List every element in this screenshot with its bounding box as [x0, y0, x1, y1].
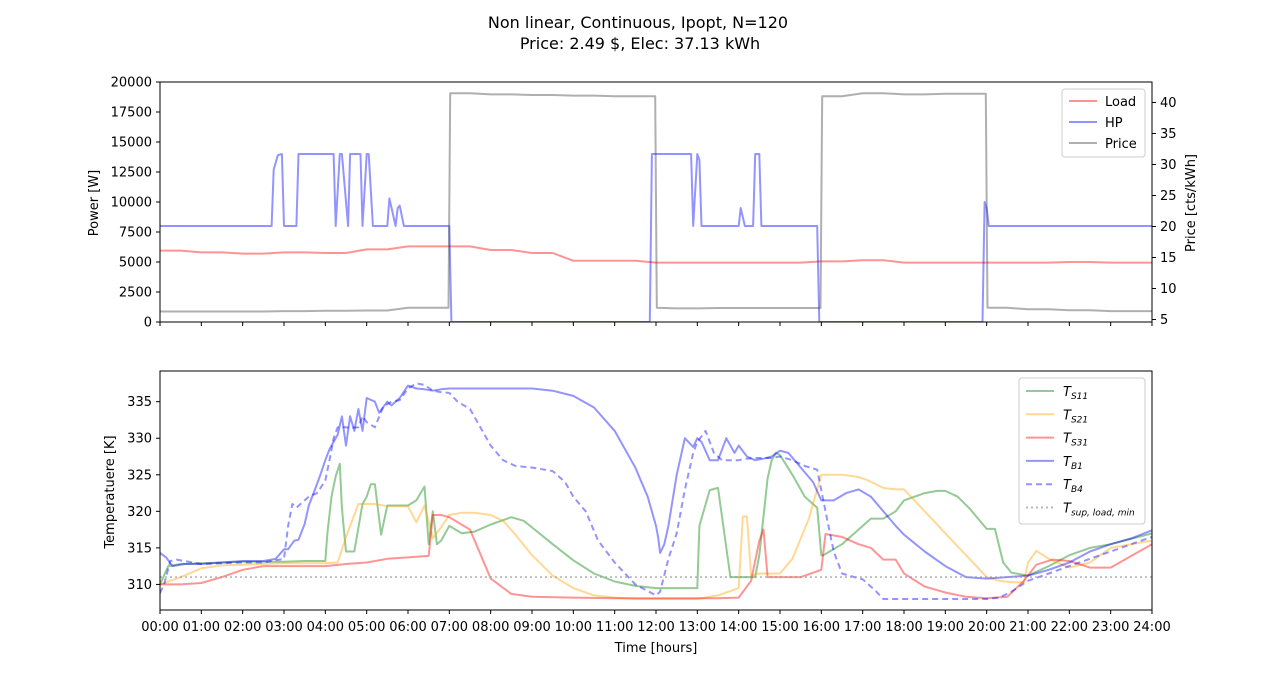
x-tick-label: 01:00	[183, 620, 220, 635]
top-y-tick-label: 12500	[111, 166, 152, 181]
top-y-axis-label: Power [W]	[87, 170, 102, 236]
top-legend: Load HP Price	[1061, 88, 1146, 158]
legend-label-main: T	[1063, 502, 1072, 517]
x-tick-label: 11:00	[596, 620, 633, 635]
top-y2-tick-label: 40	[1160, 96, 1177, 111]
x-tick-label: 22:00	[1051, 620, 1088, 635]
top-y2-tick-label: 5	[1160, 313, 1168, 328]
x-tick-label: 04:00	[307, 620, 344, 635]
x-tick-label: 05:00	[348, 620, 385, 635]
figure-title-line1: Non linear, Continuous, Ipopt, N=120	[488, 13, 788, 32]
x-tick-label: 18:00	[885, 620, 922, 635]
series-t-s21-line	[160, 473, 1152, 600]
legend-label-load: Load	[1105, 95, 1136, 110]
series-t-b4-line	[160, 382, 1152, 600]
figure-title-line2: Price: 2.49 $, Elec: 37.13 kWh	[520, 34, 760, 53]
legend-label-subscript: sup, load, min	[1071, 509, 1135, 519]
legend-label-t-s21: TS21	[1063, 408, 1088, 425]
legend-label-main: T	[1063, 432, 1072, 447]
x-tick-label: 12:00	[637, 620, 674, 635]
legend-label-t-b1: TB1	[1063, 455, 1083, 472]
series-t-s31-line	[160, 514, 1152, 600]
top-y2-tick-label: 25	[1160, 189, 1177, 204]
legend-label-subscript: B1	[1071, 462, 1083, 472]
series-load-line	[160, 245, 1152, 264]
bottom-y-tick-label: 315	[127, 541, 152, 556]
legend-label-subscript: S31	[1071, 439, 1088, 449]
series-hp-line	[160, 153, 1152, 322]
x-tick-label: 07:00	[431, 620, 468, 635]
legend-label-hp: HP	[1105, 116, 1123, 131]
legend-label-main: T	[1063, 385, 1072, 400]
top-y2-tick-label: 10	[1160, 282, 1177, 297]
legend-label-t-s11: TS11	[1063, 385, 1088, 402]
x-tick-label: 08:00	[472, 620, 509, 635]
top-y-tick-label: 15000	[111, 136, 152, 151]
legend-label-subscript: S21	[1071, 415, 1088, 425]
x-tick-label: 03:00	[265, 620, 302, 635]
top-y-tick-label: 7500	[119, 226, 152, 241]
x-tick-label: 21:00	[1009, 620, 1046, 635]
top-y2-tick-label: 30	[1160, 158, 1177, 173]
top-y2-tick-label: 15	[1160, 251, 1177, 266]
x-tick-label: 10:00	[555, 620, 592, 635]
top-legend-box	[1061, 88, 1146, 158]
top-y-tick-label: 5000	[119, 256, 152, 271]
bottom-y-tick-label: 320	[127, 505, 152, 520]
x-tick-label: 19:00	[927, 620, 964, 635]
series-t-s11-line	[160, 451, 1152, 590]
power-price-chart: 0 2500 5000 7500 10000 12500 15000 17500 20000 5 1…	[111, 76, 1177, 331]
legend-label-main: T	[1063, 455, 1072, 470]
top-series-group	[160, 92, 1152, 322]
legend-label-main: T	[1063, 408, 1072, 423]
legend-label-t-b4: TB4	[1063, 478, 1083, 495]
x-tick-label: 16:00	[803, 620, 840, 635]
top-y-tick-label: 0	[144, 316, 152, 331]
bottom-series-group	[160, 382, 1152, 600]
x-tick-label: 14:00	[720, 620, 757, 635]
legend-label-t-sup-load-min: Tsup, load, min	[1063, 502, 1135, 519]
legend-label-price: Price	[1105, 137, 1137, 152]
series-price-line	[160, 92, 1152, 313]
legend-label-subscript: S11	[1071, 392, 1088, 402]
bottom-y-tick-label: 335	[127, 395, 152, 410]
legend-label-main: T	[1063, 478, 1072, 493]
top-y-tick-label: 20000	[111, 76, 152, 91]
bottom-y-tick-label: 310	[127, 578, 152, 593]
x-tick-label: 09:00	[513, 620, 550, 635]
x-axis-label: Time [hours]	[614, 641, 698, 656]
top-y-tick-label: 2500	[119, 286, 152, 301]
bottom-legend-box	[1018, 377, 1146, 525]
bottom-y-tick-label: 325	[127, 468, 152, 483]
x-tick-label: 24:00	[1133, 620, 1170, 635]
x-tick-label: 17:00	[844, 620, 881, 635]
bottom-y-tick-label: 330	[127, 432, 152, 447]
x-tick-label: 23:00	[1092, 620, 1129, 635]
legend-label-t-s31: TS31	[1063, 432, 1088, 449]
top-y-tick-label: 17500	[111, 106, 152, 121]
legend-label-subscript: B4	[1071, 485, 1083, 495]
x-tick-label: 02:00	[224, 620, 261, 635]
series-t-b1-line	[160, 384, 1152, 580]
top-y2-axis-label: Price [cts/kWh]	[1184, 154, 1199, 252]
top-y2-tick-label: 20	[1160, 220, 1177, 235]
bottom-plot-frame	[159, 370, 1153, 611]
x-tick-label: 00:00	[141, 620, 178, 635]
temperature-chart: 00:00 01:00 02:00 03:00 04:00 05:00 06:00 07:00…	[127, 370, 1171, 635]
top-y2-tick-label: 35	[1160, 127, 1177, 142]
x-tick-label: 06:00	[389, 620, 426, 635]
top-y-tick-label: 10000	[111, 196, 152, 211]
x-tick-label: 13:00	[679, 620, 716, 635]
bottom-y-axis-label: Temperatuere [K]	[103, 435, 118, 549]
x-tick-label: 20:00	[968, 620, 1005, 635]
x-tick-label: 15:00	[761, 620, 798, 635]
